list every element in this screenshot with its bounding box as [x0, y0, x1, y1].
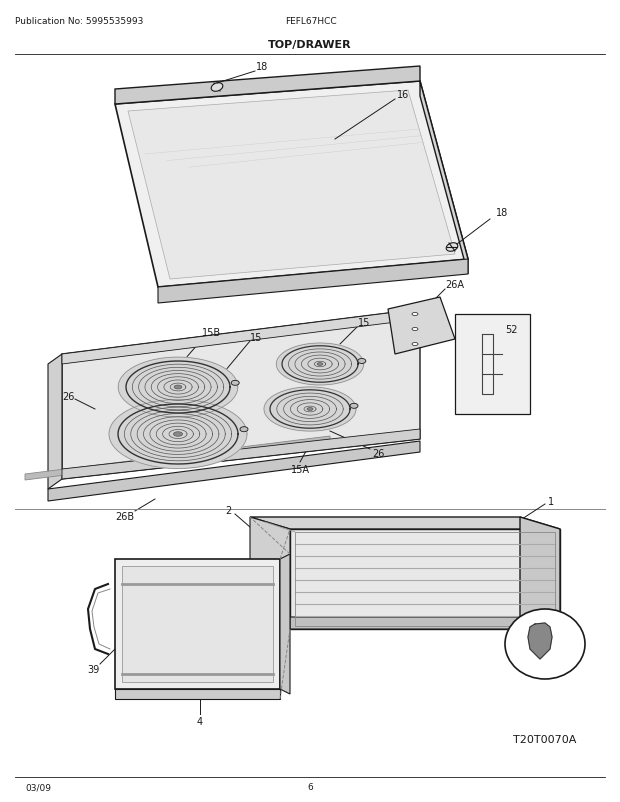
Text: 6: 6 — [307, 783, 313, 792]
Text: 52: 52 — [505, 325, 517, 334]
Polygon shape — [264, 387, 356, 431]
Text: 15B: 15B — [203, 327, 221, 338]
Polygon shape — [62, 310, 420, 480]
Polygon shape — [277, 343, 364, 386]
Polygon shape — [250, 517, 290, 630]
Text: 15: 15 — [250, 333, 262, 342]
Polygon shape — [520, 517, 560, 630]
Text: 15A: 15A — [291, 464, 309, 475]
Polygon shape — [115, 559, 280, 689]
Polygon shape — [122, 566, 273, 683]
Polygon shape — [250, 517, 560, 529]
Polygon shape — [115, 82, 468, 288]
Polygon shape — [118, 358, 238, 417]
Ellipse shape — [446, 244, 458, 252]
Ellipse shape — [412, 313, 418, 316]
Text: 1: 1 — [548, 496, 554, 506]
Polygon shape — [290, 529, 560, 630]
Text: FEFL67HCC: FEFL67HCC — [285, 18, 337, 26]
Polygon shape — [128, 91, 455, 280]
Polygon shape — [455, 314, 530, 415]
Ellipse shape — [412, 343, 418, 346]
Ellipse shape — [358, 359, 366, 364]
Polygon shape — [250, 618, 560, 630]
Text: TOP/DRAWER: TOP/DRAWER — [268, 40, 352, 50]
Text: 7: 7 — [542, 664, 548, 674]
Text: 26: 26 — [62, 391, 74, 402]
Polygon shape — [115, 689, 280, 699]
Text: 18: 18 — [496, 208, 508, 217]
Text: 18: 18 — [256, 62, 268, 72]
Ellipse shape — [174, 386, 182, 390]
Polygon shape — [115, 67, 420, 105]
Text: 4: 4 — [197, 716, 203, 726]
Polygon shape — [388, 298, 455, 354]
Text: 26B: 26B — [115, 512, 135, 521]
Polygon shape — [48, 354, 62, 489]
Ellipse shape — [211, 83, 223, 92]
Text: 26A: 26A — [446, 280, 464, 290]
Text: 15: 15 — [358, 318, 370, 327]
Ellipse shape — [505, 610, 585, 679]
Text: 26: 26 — [372, 448, 384, 459]
Polygon shape — [25, 436, 330, 480]
Ellipse shape — [307, 408, 313, 411]
Ellipse shape — [231, 381, 239, 386]
Ellipse shape — [317, 363, 323, 366]
Text: T20T0070A: T20T0070A — [513, 734, 577, 744]
Polygon shape — [62, 429, 420, 480]
Ellipse shape — [412, 328, 418, 331]
Polygon shape — [48, 441, 420, 501]
Polygon shape — [158, 260, 468, 304]
Polygon shape — [62, 310, 420, 365]
Text: 2: 2 — [225, 505, 231, 516]
Ellipse shape — [350, 403, 358, 409]
Polygon shape — [528, 623, 552, 659]
Polygon shape — [280, 554, 290, 695]
Ellipse shape — [240, 427, 248, 432]
Ellipse shape — [174, 432, 182, 437]
Text: 39: 39 — [87, 664, 99, 674]
Text: 03/09: 03/09 — [25, 783, 51, 792]
Polygon shape — [109, 400, 247, 469]
Text: Publication No: 5995535993: Publication No: 5995535993 — [15, 18, 143, 26]
Text: 16: 16 — [397, 90, 409, 100]
Polygon shape — [420, 82, 468, 274]
